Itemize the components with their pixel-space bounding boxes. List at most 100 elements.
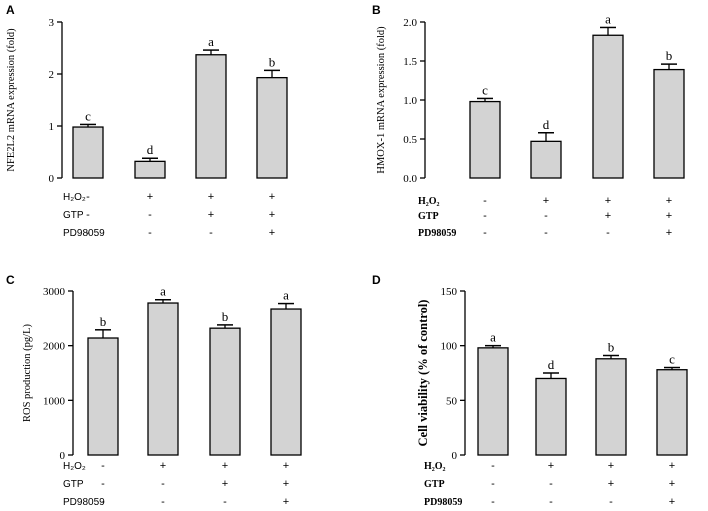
panel-b-bar [592,34,624,179]
panel-c-ylabel: ROS production (pg/L) [22,324,33,422]
panel-b-ytick-label: 2.0 [403,17,417,29]
panel-d-ylabel: Cell viability (% of control) [416,300,430,447]
panel-d-condition-mark: + [669,460,675,472]
panel-a-bar [256,76,288,179]
panel-d-condition-label: GTP [424,479,445,490]
panel-d-condition-mark: - [549,478,553,490]
panel-c-ytick-label: 2000 [43,341,66,353]
panel-b-significance-letter: b [666,48,673,63]
panel-a-condition-mark: + [269,227,275,239]
panel-a-ytick-label: 2 [49,69,55,81]
panel-a-condition-label: GTP [63,210,84,221]
panel-b-condition-mark: - [606,227,610,239]
panel-d-bar [595,358,627,456]
panel-a-significance-letter: c [85,108,91,123]
panel-c-condition-label: GTP [63,479,84,490]
panel-a-letter: A [6,3,15,17]
panel-a-condition-mark: - [209,227,213,239]
panel-b-significance-letter: a [605,11,611,26]
panel-b-condition-mark: - [483,195,487,207]
panel-d-condition-mark: - [491,496,495,508]
panel-c-significance-letter: b [100,314,107,329]
panel-a-condition-mark: - [86,227,90,239]
panel-c-ytick-label: 0 [60,450,66,462]
panel-b-condition-mark: + [666,195,672,207]
panel-b-condition-label: H₂O₂ [418,196,440,207]
panel-a-condition-mark: + [269,191,275,203]
panel-d-significance-letter: b [608,340,615,355]
panel-b-condition-label: GTP [418,211,439,222]
panel-d-significance-letter: d [548,357,555,372]
panel-d-ytick-label: 50 [446,395,458,407]
panel-c-condition-label: H₂O₂ [63,461,86,472]
panel-c-ytick-label: 1000 [43,395,66,407]
panel-c-bar [209,327,241,456]
panel-c-condition-mark: + [283,496,289,508]
panel-c-significance-letter: b [222,309,229,324]
panel-b-letter: B [372,3,381,17]
panel-c-condition-mark: - [101,496,105,508]
panel-a-ylabel: NFE2L2 mRNA expression (fold) [6,28,17,172]
panel-a-ytick-label: 3 [49,17,55,29]
panel-d-condition-mark: + [548,460,554,472]
panel-b-condition-mark: - [544,210,548,222]
panel-b-ylabel: HMOX-1 mRNA expression (fold) [376,26,387,174]
panel-c-significance-letter: a [160,284,166,299]
panel-c-bar [147,302,179,456]
panel-d-condition-mark: + [608,478,614,490]
panel-b-condition-label: PD98059 [418,228,456,239]
panel-d-condition-label: H₂O₂ [424,461,446,472]
panel-a-significance-letter: a [208,34,214,49]
panel-c-condition-mark: + [222,478,228,490]
panel-c-condition-mark: - [161,478,165,490]
panel-a-significance-letter: b [269,54,276,69]
panel-c-letter: C [6,273,15,287]
panel-d-bar [535,377,567,456]
panel-d-significance-letter: a [490,330,496,345]
panel-d-ytick-label: 150 [441,286,458,298]
panel-d-ytick-label: 0 [452,450,458,462]
panel-c-condition-mark: - [101,478,105,490]
panel-b-ytick-label: 0.0 [403,173,417,185]
panel-a-condition-mark: - [86,209,90,221]
panel-a-condition-mark: - [148,227,152,239]
panel-b-condition-mark: - [544,227,548,239]
panel-b-ytick-label: 0.5 [403,134,417,146]
panel-a-condition-mark: + [147,191,153,203]
panel-d-letter: D [372,273,381,287]
panel-b-condition-mark: + [666,210,672,222]
panel-a-condition-mark: + [208,191,214,203]
panel-d-condition-mark: - [609,496,613,508]
panel-c-condition-mark: - [101,460,105,472]
panel-a-significance-letter: d [147,142,154,157]
panel-c-condition-mark: + [283,460,289,472]
panel-b-ytick-label: 1.0 [403,95,417,107]
panel-a-bar [72,126,104,179]
panel-b-condition-mark: - [483,227,487,239]
panel-d-condition-mark: + [669,496,675,508]
panel-d-condition-mark: + [608,460,614,472]
panel-d-bar [477,347,509,456]
panel-b-condition-mark: + [666,227,672,239]
panel-a-condition-mark: - [148,209,152,221]
panel-b-condition-mark: + [543,195,549,207]
panel-a-condition-mark: - [86,191,90,203]
panel-c-condition-mark: - [161,496,165,508]
panel-c-bar [270,308,302,456]
panel-c-condition-mark: - [223,496,227,508]
panel-d-condition-label: PD98059 [424,497,462,508]
panel-d-condition-mark: + [669,478,675,490]
panel-d-ytick-label: 100 [441,341,458,353]
panel-d-significance-letter: c [669,352,675,367]
panel-b-condition-mark: + [605,210,611,222]
panel-a-bar [195,54,227,179]
panel-a-bar [134,160,166,179]
panel-d-condition-mark: - [491,460,495,472]
panel-d-condition-mark: - [491,478,495,490]
panel-b-bar [530,140,562,179]
panel-c-condition-label: PD98059 [63,497,105,508]
panel-b-bar [653,68,685,179]
panel-a-ytick-label: 1 [49,121,55,133]
panel-c-bar [87,337,119,456]
panel-b-significance-letter: c [482,82,488,97]
